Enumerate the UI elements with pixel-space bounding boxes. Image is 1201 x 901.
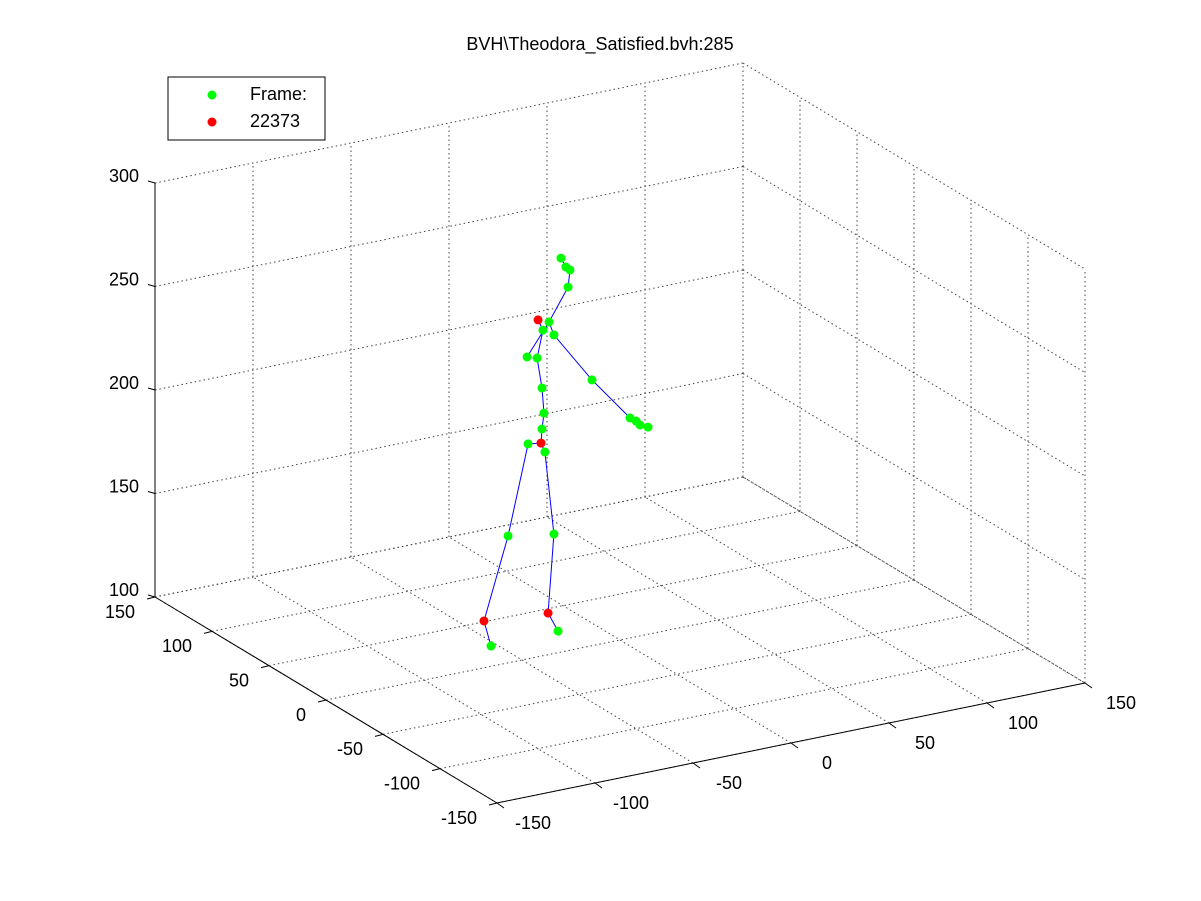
legend-marker — [207, 117, 217, 127]
x-axis — [496, 682, 1086, 804]
legend-label: 22373 — [250, 111, 300, 131]
y-tick-label: -50 — [337, 739, 363, 759]
y-tick-label: -100 — [384, 773, 420, 793]
point — [523, 439, 533, 449]
grid-line — [154, 476, 744, 598]
point — [539, 408, 549, 418]
grid-line — [211, 510, 801, 632]
y-tick-label: 100 — [162, 636, 192, 656]
z-tick-label: 250 — [109, 269, 139, 289]
point — [503, 531, 513, 541]
tick-mark — [790, 742, 799, 749]
point — [563, 282, 573, 292]
tick-mark — [147, 284, 156, 287]
point — [479, 616, 489, 626]
grid-line — [154, 62, 744, 184]
grid-line — [268, 545, 858, 667]
grid-line — [154, 166, 744, 287]
point — [549, 529, 559, 539]
point — [565, 265, 575, 275]
tick-mark — [147, 594, 156, 598]
x-tick-label: 0 — [822, 753, 832, 773]
legend-label: Frame: — [250, 84, 307, 104]
tick-mark — [496, 802, 505, 809]
legend-box — [167, 76, 326, 141]
tick-mark — [594, 782, 603, 789]
grid: -150-100-50050100150-150-100-50050100150… — [105, 62, 1136, 833]
point — [536, 438, 546, 448]
point — [549, 330, 559, 340]
tick-mark — [488, 802, 498, 806]
grid-line — [382, 613, 972, 735]
tick-mark — [692, 762, 701, 769]
tick-mark — [374, 733, 384, 737]
y-tick-label: 50 — [229, 670, 249, 690]
tick-mark — [1084, 682, 1093, 689]
point — [486, 641, 496, 651]
x-tick-label: 100 — [1008, 713, 1038, 733]
tick-mark — [147, 387, 156, 391]
x-tick-label: -100 — [613, 793, 649, 813]
tick-mark — [431, 768, 441, 772]
y-tick-label: 150 — [105, 602, 135, 622]
plot-area — [479, 253, 653, 651]
chart-title: BVH\Theodora_Satisfied.bvh:285 — [466, 34, 733, 55]
z-tick-label: 150 — [109, 476, 139, 496]
tick-mark — [147, 180, 156, 184]
z-tick-label: 100 — [109, 580, 139, 600]
tick-mark — [146, 596, 156, 600]
point — [543, 608, 553, 618]
tick-mark — [888, 722, 897, 729]
grid-line — [325, 579, 915, 701]
legend: Frame: 22373 — [167, 76, 326, 141]
point — [556, 253, 566, 263]
point — [544, 317, 554, 327]
tick-mark — [317, 699, 327, 703]
z-tick-label: 200 — [109, 373, 139, 393]
tick-mark — [986, 702, 995, 709]
x-tick-label: -150 — [515, 813, 551, 833]
x-tick-label: 150 — [1106, 693, 1136, 713]
x-tick-label: 50 — [915, 733, 935, 753]
y-tick-label: -150 — [441, 808, 477, 828]
point — [532, 353, 542, 363]
point — [533, 315, 543, 325]
z-tick-label: 300 — [109, 166, 139, 186]
point — [540, 447, 550, 457]
grid-line — [439, 648, 1029, 770]
point — [537, 383, 547, 393]
grid-line — [154, 269, 744, 391]
tick-mark — [147, 491, 156, 494]
legend-marker — [207, 90, 217, 100]
point — [522, 352, 532, 362]
grid-line — [154, 373, 744, 494]
tick-mark — [203, 630, 213, 634]
y-axis — [154, 596, 498, 804]
tick-mark — [260, 665, 270, 669]
point — [643, 422, 653, 432]
point — [631, 416, 641, 426]
x-tick-label: -50 — [716, 773, 742, 793]
point — [537, 424, 547, 434]
point — [587, 375, 597, 385]
point — [538, 325, 548, 335]
y-tick-label: 0 — [296, 705, 306, 725]
point — [553, 626, 563, 636]
